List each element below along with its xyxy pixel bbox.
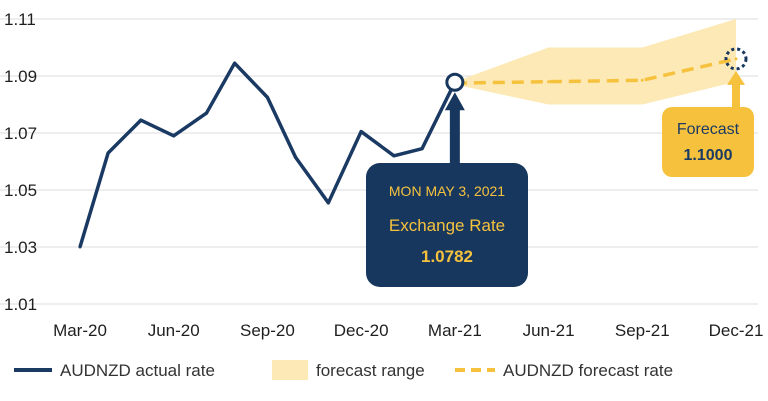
- current-rate-callout: MON MAY 3, 2021 Exchange Rate 1.0782: [366, 72, 528, 287]
- current-rate-value: 1.0782: [421, 247, 473, 266]
- forecast-callout: Forecast 1.1000: [662, 47, 754, 177]
- forecast-point: [640, 78, 644, 82]
- y-tick-label: 1.07: [4, 124, 37, 143]
- actual-point: [326, 201, 330, 205]
- actual-point: [392, 154, 396, 158]
- current-rate-date: MON MAY 3, 2021: [389, 183, 505, 199]
- x-tick-label: Dec-20: [334, 321, 389, 340]
- forecast-value: 1.1000: [684, 147, 733, 164]
- x-tick-label: Mar-21: [428, 321, 482, 340]
- y-tick-label: 1.11: [4, 10, 36, 29]
- forecast-point: [547, 80, 551, 84]
- x-tick-label: Sep-21: [615, 321, 670, 340]
- x-axis-ticks: Mar-20 Jun-20 Sep-20 Dec-20 Mar-21 Jun-21 Sep-…: [53, 321, 763, 340]
- actual-point: [359, 130, 363, 134]
- legend-actual-label: AUDNZD actual rate: [60, 361, 215, 380]
- y-tick-label: 1.05: [4, 181, 37, 200]
- forecast-point: [734, 57, 738, 61]
- actual-point: [265, 95, 269, 99]
- current-rate-label: Exchange Rate: [389, 216, 505, 235]
- x-tick-label: Sep-20: [240, 321, 295, 340]
- forecast-label: Forecast: [677, 121, 740, 138]
- actual-point: [420, 147, 424, 151]
- actual-point: [106, 151, 110, 155]
- actual-point: [139, 118, 143, 122]
- forecast-target-marker: [724, 47, 748, 71]
- x-tick-label: Mar-20: [53, 321, 107, 340]
- y-tick-label: 1.01: [4, 295, 37, 314]
- actual-point: [172, 134, 176, 138]
- actual-point: [233, 61, 237, 65]
- actual-point: [294, 155, 298, 159]
- x-tick-label: Jun-20: [148, 321, 200, 340]
- forecast-range-band: [454, 19, 736, 105]
- y-tick-label: 1.03: [4, 238, 37, 257]
- legend-band-swatch: [272, 360, 308, 380]
- y-axis-ticks: 1.01 1.03 1.05 1.07 1.09 1.11: [4, 10, 37, 314]
- forecast-rate-line: [454, 57, 737, 85]
- x-tick-label: Dec-21: [709, 321, 764, 340]
- legend: AUDNZD actual rate forecast range AUDNZD…: [14, 360, 673, 380]
- current-rate-marker: [445, 72, 465, 92]
- x-tick-label: Jun-21: [523, 321, 575, 340]
- legend-forecast-label: AUDNZD forecast rate: [503, 361, 673, 380]
- actual-point: [205, 111, 209, 115]
- current-rate-arrow: [444, 92, 465, 165]
- forecast-arrow: [727, 70, 745, 109]
- legend-band-label: forecast range: [316, 361, 425, 380]
- y-tick-label: 1.09: [4, 67, 37, 86]
- actual-point: [78, 245, 82, 249]
- forecast-box: [662, 107, 754, 177]
- current-rate-box: [366, 163, 528, 287]
